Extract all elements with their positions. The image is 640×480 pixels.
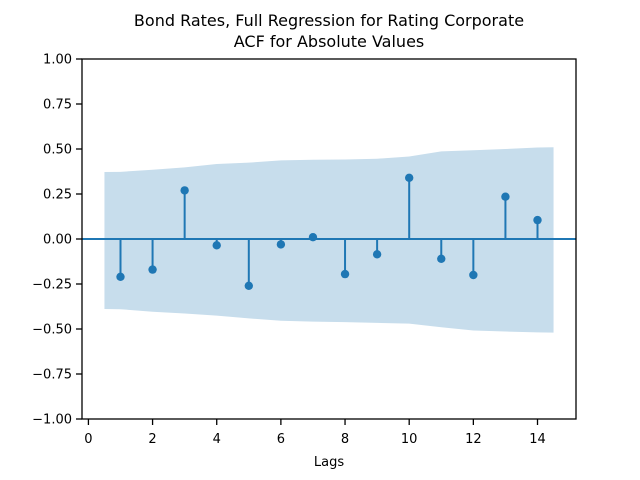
acf-marker-lag-5 [244,281,254,290]
acf-marker-lag-13 [501,192,510,201]
acf-marker-lag-1 [116,272,125,281]
acf-marker-lag-9 [372,250,382,259]
x-tick-label-6: 6 [277,432,285,447]
y-tick-label-3: 0.25 [43,188,72,203]
chart-title-line-2: ACF for Absolute Values [234,32,425,51]
x-tick-label-12: 12 [465,432,482,447]
y-tick-label-0: 1.00 [43,53,72,68]
y-tick-label-4: 0.00 [43,233,72,248]
acf-marker-lag-11 [437,254,446,263]
acf-marker-lag-8 [340,269,350,279]
y-tick-label-2: 0.50 [43,143,72,158]
x-tick-label-0: 0 [84,432,92,447]
acf-marker-lag-10 [404,173,414,182]
acf-marker-lag-2 [148,265,157,274]
acf-marker-lag-14 [533,215,542,225]
y-tick-label-1: 0.75 [43,98,72,113]
x-tick-label-10: 10 [401,432,418,447]
y-tick-label-6: −0.50 [32,323,72,338]
axes-layer: 0 2 4 6 8 10 12 14 1.00 0.75 0.50 0.25 0.00 −0.25 −0.5… [32,53,577,447]
y-tick-label-8: −1.00 [32,413,72,428]
y-tick-label-5: −0.25 [32,278,72,293]
acf-marker-lag-6 [276,240,286,249]
x-tick-label-14: 14 [529,432,546,447]
x-tick-label-4: 4 [213,432,221,447]
x-axis-label: Lags [314,455,344,470]
chart-title-line-1: Bond Rates, Full Regression for Rating C… [134,11,524,30]
acf-marker-lag-3 [180,186,189,195]
acf-marker-lag-7 [308,233,318,242]
stems-layer [82,173,576,290]
x-tick-label-8: 8 [341,432,349,447]
acf-marker-lag-12 [469,270,478,280]
acf-marker-lag-4 [212,241,221,250]
x-tick-label-2: 2 [148,432,156,447]
y-tick-label-7: −0.75 [32,368,72,383]
